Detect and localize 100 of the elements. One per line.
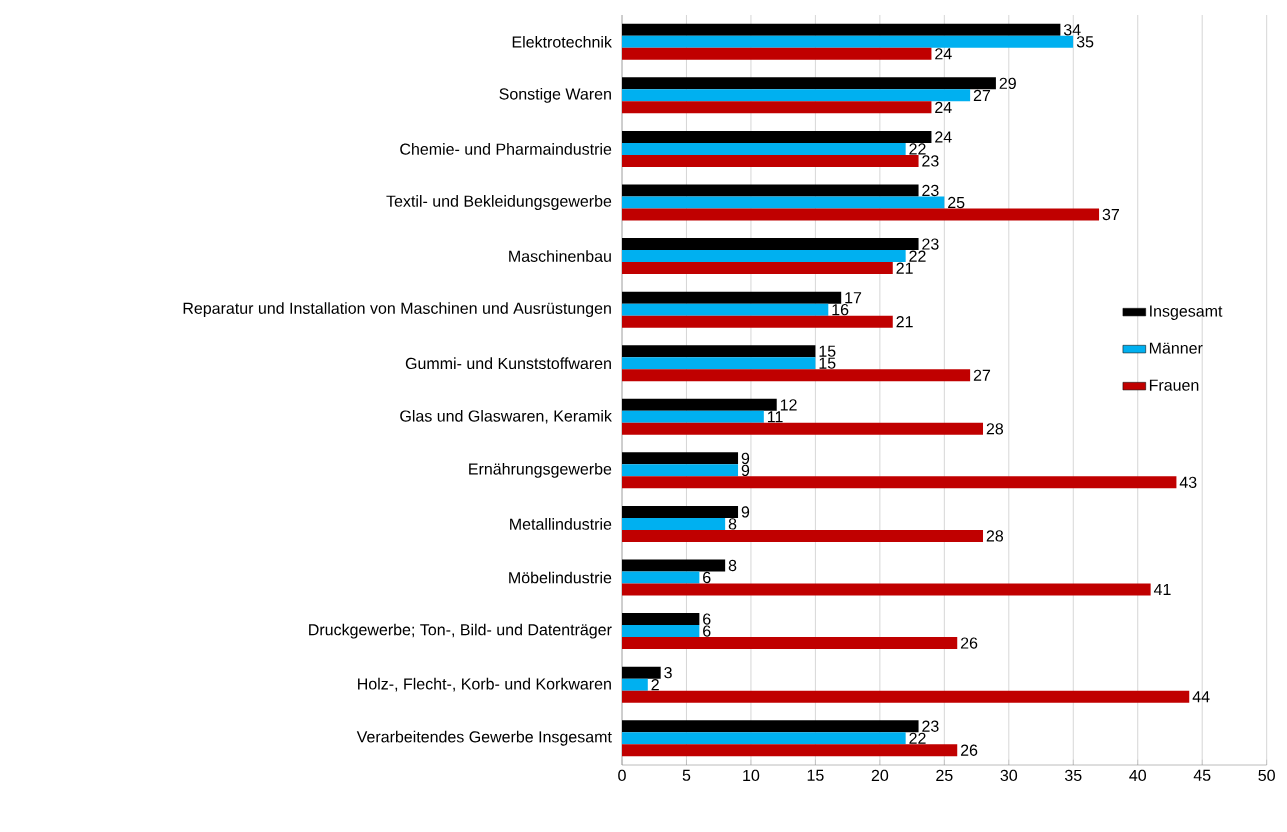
y-tick-label: Maschinenbau — [509, 250, 611, 262]
bar — [622, 690, 1190, 703]
y-tick-label: Chemie- und Pharmaindustrie — [400, 143, 612, 155]
data-label: 22 — [909, 143, 926, 155]
bar — [622, 142, 906, 155]
x-tick-label: 10 — [743, 769, 760, 782]
bar — [622, 625, 700, 638]
data-label: 21 — [896, 262, 913, 274]
bar — [622, 559, 726, 572]
bar — [622, 666, 661, 679]
bar — [622, 250, 906, 263]
bar — [622, 398, 777, 411]
data-label: 41 — [1153, 584, 1171, 596]
data-label: 23 — [922, 720, 939, 732]
bar — [622, 345, 816, 358]
data-label: 37 — [1102, 208, 1119, 221]
data-label: 3 — [664, 666, 672, 679]
bar — [622, 732, 906, 745]
data-label: 9 — [741, 464, 750, 477]
bar — [622, 720, 919, 733]
bar — [622, 369, 971, 382]
data-label: 23 — [922, 184, 939, 197]
data-label: 6 — [703, 571, 711, 584]
y-tick-label: Reparatur und Installation von Maschinen und Ausrüstungen — [183, 302, 611, 318]
bar — [622, 476, 1177, 489]
data-label: 17 — [845, 292, 862, 304]
data-label: 25 — [948, 196, 965, 209]
data-label: 23 — [922, 155, 939, 167]
data-label: 6 — [703, 613, 711, 625]
bar — [622, 571, 700, 584]
legend-label: Frauen — [1149, 379, 1199, 391]
bar — [622, 529, 984, 542]
bar — [622, 184, 919, 197]
legend-label: Männer — [1149, 342, 1203, 354]
bar — [622, 77, 996, 90]
bar — [622, 315, 893, 328]
bar — [622, 262, 893, 275]
data-label: 26 — [960, 637, 978, 649]
data-label: 16 — [832, 303, 849, 316]
bar — [622, 196, 945, 209]
bar — [622, 637, 958, 650]
data-label: 44 — [1192, 691, 1210, 703]
bar — [622, 452, 739, 465]
bar — [622, 678, 648, 691]
x-tick-label: 25 — [936, 769, 953, 782]
data-label: 24 — [935, 131, 952, 143]
bar — [622, 613, 700, 626]
x-tick-label: 40 — [1129, 769, 1147, 782]
y-tick-label: Ernährungsgewerbe — [469, 462, 612, 478]
bar — [622, 89, 971, 102]
data-label: 35 — [1076, 36, 1094, 48]
x-tick-label: 35 — [1064, 769, 1082, 782]
data-label: 24 — [935, 48, 952, 60]
bar — [622, 744, 958, 757]
y-tick-label: Elektrotechnik — [512, 35, 612, 48]
data-label: 15 — [819, 345, 836, 357]
y-tick-label: Verarbeitendes Gewerbe Insgesamt — [356, 730, 612, 746]
bar — [622, 517, 726, 530]
bar — [622, 23, 1061, 36]
x-tick-label: 0 — [618, 769, 626, 782]
y-tick-label: Metallindustrie — [510, 518, 612, 530]
y-tick-label: Gummi- und Kunststoffwaren — [405, 357, 611, 370]
data-label: 27 — [973, 89, 991, 101]
bar — [622, 208, 1100, 221]
bar — [622, 505, 739, 518]
y-tick-label: Möbelindustrie — [509, 571, 612, 584]
data-label: 23 — [922, 238, 939, 250]
bar — [622, 583, 1151, 596]
bar — [622, 130, 932, 143]
legend-label: Insgesamt — [1150, 305, 1223, 320]
x-tick-label: 15 — [807, 769, 824, 781]
bar — [622, 238, 919, 251]
data-label: 22 — [909, 732, 926, 744]
data-label: 21 — [896, 316, 913, 328]
bar — [622, 357, 816, 370]
bar — [622, 422, 984, 435]
x-tick-label: 50 — [1258, 769, 1275, 782]
data-label: 11 — [767, 411, 783, 423]
bar — [622, 154, 919, 167]
bar — [622, 464, 739, 477]
data-label: 2 — [651, 679, 659, 691]
data-label: 6 — [703, 625, 711, 637]
y-tick-label: Sonstige Waren — [499, 87, 611, 103]
data-label: 28 — [986, 530, 1004, 542]
bar — [622, 291, 842, 304]
y-tick-label: Textil- und Bekleidungsgewerbe — [386, 195, 612, 210]
data-label: 22 — [909, 250, 926, 262]
x-tick-label: 20 — [871, 769, 889, 782]
data-label: 8 — [728, 559, 737, 572]
data-label: 24 — [935, 101, 952, 113]
data-label: 9 — [741, 506, 750, 518]
data-label: 43 — [1179, 476, 1197, 489]
bar — [622, 101, 932, 114]
x-tick-label: 45 — [1193, 769, 1211, 781]
bar — [622, 303, 829, 316]
data-label: 26 — [960, 744, 978, 756]
x-tick-label: 5 — [682, 769, 691, 781]
data-label: 12 — [780, 399, 797, 411]
bar — [622, 35, 1074, 48]
data-label: 28 — [986, 423, 1004, 435]
